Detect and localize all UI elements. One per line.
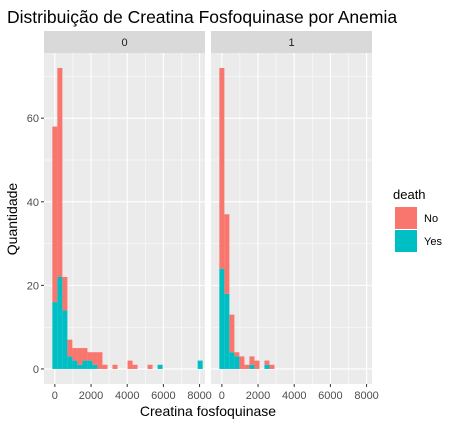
bar-death-no	[82, 348, 87, 361]
bar-death-yes	[77, 365, 82, 369]
bar-death-yes	[249, 365, 254, 369]
bar-death-yes	[264, 365, 269, 369]
bar-death-no	[92, 352, 97, 365]
bar-death-no	[62, 277, 67, 310]
y-axis-title: Quantidade	[4, 183, 20, 256]
facet-panels: 0 0 2000 4000 6000 8000 1 0 2000 4000 6000 8000 0 20 4…	[27, 31, 379, 402]
x-tick-label: 4000	[115, 390, 139, 402]
y-tick-label: 60	[27, 113, 39, 125]
x-tick-label: 2000	[79, 390, 103, 402]
bar-death-yes	[229, 352, 234, 369]
legend-key-yes	[395, 230, 417, 252]
bar-death-yes	[62, 310, 67, 369]
bar-death-yes	[57, 277, 62, 369]
bar-death-yes	[72, 361, 77, 369]
bar-death-no	[224, 214, 229, 293]
bar-death-no	[239, 356, 244, 369]
bar-death-no	[87, 352, 92, 360]
y-tick-label: 0	[33, 364, 39, 376]
bar-death-no	[254, 361, 259, 369]
legend-label-yes: Yes	[424, 236, 442, 248]
x-tick-label: 6000	[318, 390, 342, 402]
x-tick-label: 0	[52, 390, 58, 402]
bar-death-no	[229, 315, 234, 353]
bar-death-no	[112, 365, 117, 369]
bar-death-no	[244, 365, 249, 369]
bar-death-no	[57, 68, 62, 277]
legend-key-no	[395, 207, 417, 229]
legend-title: death	[393, 187, 426, 202]
panel-background	[211, 53, 372, 384]
bar-death-yes	[234, 356, 239, 369]
x-axis-title: Creatina fosfoquinase	[140, 403, 276, 419]
facet-panel-0: 0 0 2000 4000 6000 8000	[44, 31, 212, 402]
bar-death-yes	[67, 356, 72, 369]
bar-death-no	[102, 365, 107, 369]
x-tick-label: 8000	[187, 390, 211, 402]
y-tick-label: 40	[27, 197, 39, 209]
chart-title: Distribuição de Creatina Fosfoquinase po…	[7, 7, 397, 27]
facet-strip-label: 1	[288, 37, 294, 49]
panel-background	[44, 53, 205, 384]
legend-label-no: No	[424, 213, 438, 225]
bar-death-yes	[52, 302, 57, 369]
x-tick-label: 4000	[282, 390, 306, 402]
x-tick-label: 0	[219, 390, 225, 402]
y-tick-label: 20	[27, 280, 39, 292]
facet-strip-label: 0	[121, 37, 127, 49]
x-tick-label: 2000	[246, 390, 270, 402]
bar-death-yes	[158, 365, 163, 369]
bar-death-no	[52, 127, 57, 303]
bar-death-yes	[92, 365, 97, 369]
legend: death No Yes	[393, 187, 442, 252]
facet-panel-1: 1 0 2000 4000 6000 8000	[211, 31, 379, 402]
bar-death-yes	[219, 269, 224, 369]
bar-death-no	[249, 356, 254, 364]
bar-death-no	[72, 348, 77, 361]
x-tick-label: 8000	[354, 390, 378, 402]
bar-death-no	[133, 365, 138, 369]
bar-death-yes	[224, 294, 229, 369]
bar-death-no	[234, 352, 239, 356]
bar-death-no	[264, 361, 269, 365]
legend-items: No Yes	[395, 207, 442, 252]
bar-death-yes	[198, 361, 203, 369]
bar-death-no	[148, 365, 153, 369]
bar-death-yes	[82, 361, 87, 369]
x-tick-label: 6000	[151, 390, 175, 402]
bar-death-no	[77, 348, 82, 365]
bar-death-no	[128, 361, 133, 369]
bar-death-no	[97, 352, 102, 369]
bar-death-no	[67, 340, 72, 357]
bar-death-no	[269, 365, 274, 369]
bar-death-no	[219, 68, 224, 269]
bar-death-yes	[87, 361, 92, 369]
